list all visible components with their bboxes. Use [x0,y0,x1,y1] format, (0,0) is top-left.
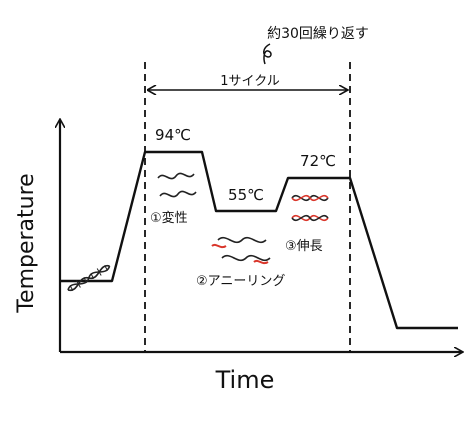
repeat-pointer-icon [263,43,272,65]
y-axis-title: Temperature [14,173,39,313]
denatured-strands-icon [157,172,197,198]
cycle-label: 1サイクル [220,74,280,89]
annealing-strands-icon [211,236,271,265]
denature-temperature: 94℃ [155,126,191,144]
x-axis-title: Time [215,366,275,394]
extension-temperature: 72℃ [300,152,336,170]
extended-dna-helix-icon [291,194,329,222]
annealing-temperature: 55℃ [228,186,264,204]
denature-step-label: ①変性 [150,210,188,226]
temperature-profile-line [60,150,458,330]
extension-step-label: ③伸長 [285,239,323,254]
initial-dna-helix-icon [67,264,111,292]
repeat-annotation: 約30回繰り返す [267,26,369,42]
annealing-step-label: ②アニーリング [196,274,285,289]
